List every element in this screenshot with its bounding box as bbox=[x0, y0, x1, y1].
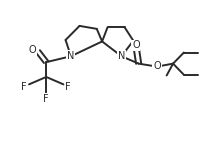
Text: O: O bbox=[28, 45, 36, 55]
Text: N: N bbox=[118, 51, 125, 61]
Text: N: N bbox=[67, 51, 75, 61]
Text: F: F bbox=[43, 94, 49, 104]
Text: F: F bbox=[65, 82, 71, 92]
Text: F: F bbox=[22, 82, 27, 92]
Text: O: O bbox=[132, 40, 140, 50]
Text: O: O bbox=[153, 61, 161, 71]
